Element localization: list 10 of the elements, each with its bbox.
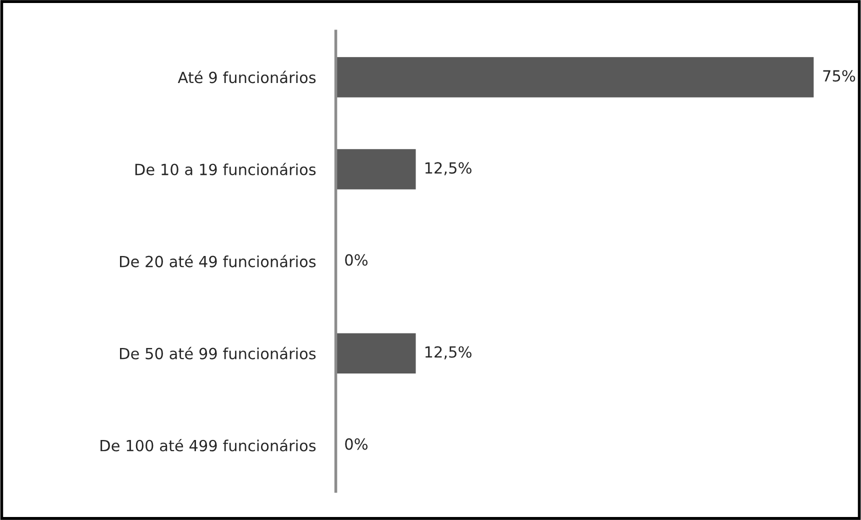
data-label: 75%	[823, 70, 856, 82]
y-tick-label: De 10 a 19 funcionários	[135, 162, 316, 176]
data-label: 0%	[345, 254, 368, 266]
y-tick-label: Até 9 funcionários	[178, 70, 316, 84]
data-label: 12,5%	[425, 346, 472, 360]
data-label: 0%	[345, 438, 368, 450]
y-tick-label: De 50 até 99 funcionários	[120, 346, 316, 360]
data-label: 12,5%	[425, 162, 472, 176]
y-tick-label: De 20 até 49 funcionários	[120, 254, 316, 268]
y-tick-label: De 100 até 499 funcionários	[100, 438, 316, 452]
